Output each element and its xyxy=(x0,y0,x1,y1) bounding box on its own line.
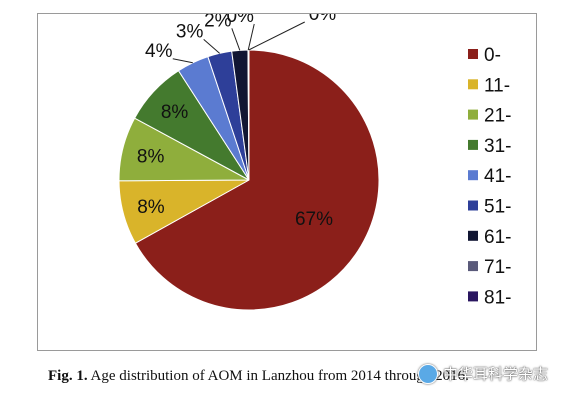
leader-line xyxy=(172,58,193,64)
pie-slice-81 xyxy=(247,49,250,181)
figure-caption: Fig. 1. Age distribution of AOM in Lanzh… xyxy=(48,368,469,385)
legend-label: 31- xyxy=(484,136,511,157)
legend-label: 71- xyxy=(484,257,511,278)
legend-swatch xyxy=(468,291,478,302)
legend-label: 11- xyxy=(484,75,510,96)
wechat-icon xyxy=(418,363,438,384)
legend-label: 51- xyxy=(484,197,511,218)
legend-swatch xyxy=(468,139,478,150)
legend-swatch xyxy=(468,79,478,90)
legend-label: 41- xyxy=(484,166,511,187)
slice-value-label: 67% xyxy=(295,209,333,230)
leader-line xyxy=(248,21,305,51)
slice-value-label: 2% xyxy=(204,14,232,31)
chart-frame: 67% 8% 8% 8% 4% 3% 2% 0% 0% 0- 11- 21- 31- 41- 51- 61-… xyxy=(37,13,537,351)
slice-value-label: 8% xyxy=(137,146,165,167)
legend-swatch xyxy=(468,261,478,272)
legend-swatch xyxy=(468,49,478,59)
slice-value-label: 0% xyxy=(226,14,254,27)
slice-value-label: 8% xyxy=(137,197,165,218)
slice-value-label: 4% xyxy=(145,41,173,62)
legend-label: 81- xyxy=(484,287,511,308)
slice-value-label: 3% xyxy=(176,21,204,42)
legend-label: 61- xyxy=(484,227,511,248)
leader-line xyxy=(231,28,241,51)
pie-chart: 67%8%8%8%4%3%2%0% 0% 0-11-21-31-41-51-61-… xyxy=(118,14,511,311)
slice-value-label: 8% xyxy=(161,102,189,123)
legend-swatch xyxy=(468,200,478,211)
caption-text: Age distribution of AOM in Lanzhou from … xyxy=(90,368,469,384)
figure-label: Fig. 1. xyxy=(48,368,88,384)
legend-swatch xyxy=(468,170,478,181)
leader-line xyxy=(247,23,255,51)
legend-label: 21- xyxy=(484,106,511,127)
pie-slice-0 xyxy=(134,49,380,311)
watermark: 中华耳科学杂志 xyxy=(418,363,548,384)
legend-label: 0- xyxy=(484,45,501,66)
watermark-text: 中华耳科学杂志 xyxy=(443,365,549,383)
slice-value-label: 0% xyxy=(309,14,337,25)
legend-swatch xyxy=(468,230,478,241)
legend-swatch xyxy=(468,109,478,120)
leader-line xyxy=(203,38,220,54)
